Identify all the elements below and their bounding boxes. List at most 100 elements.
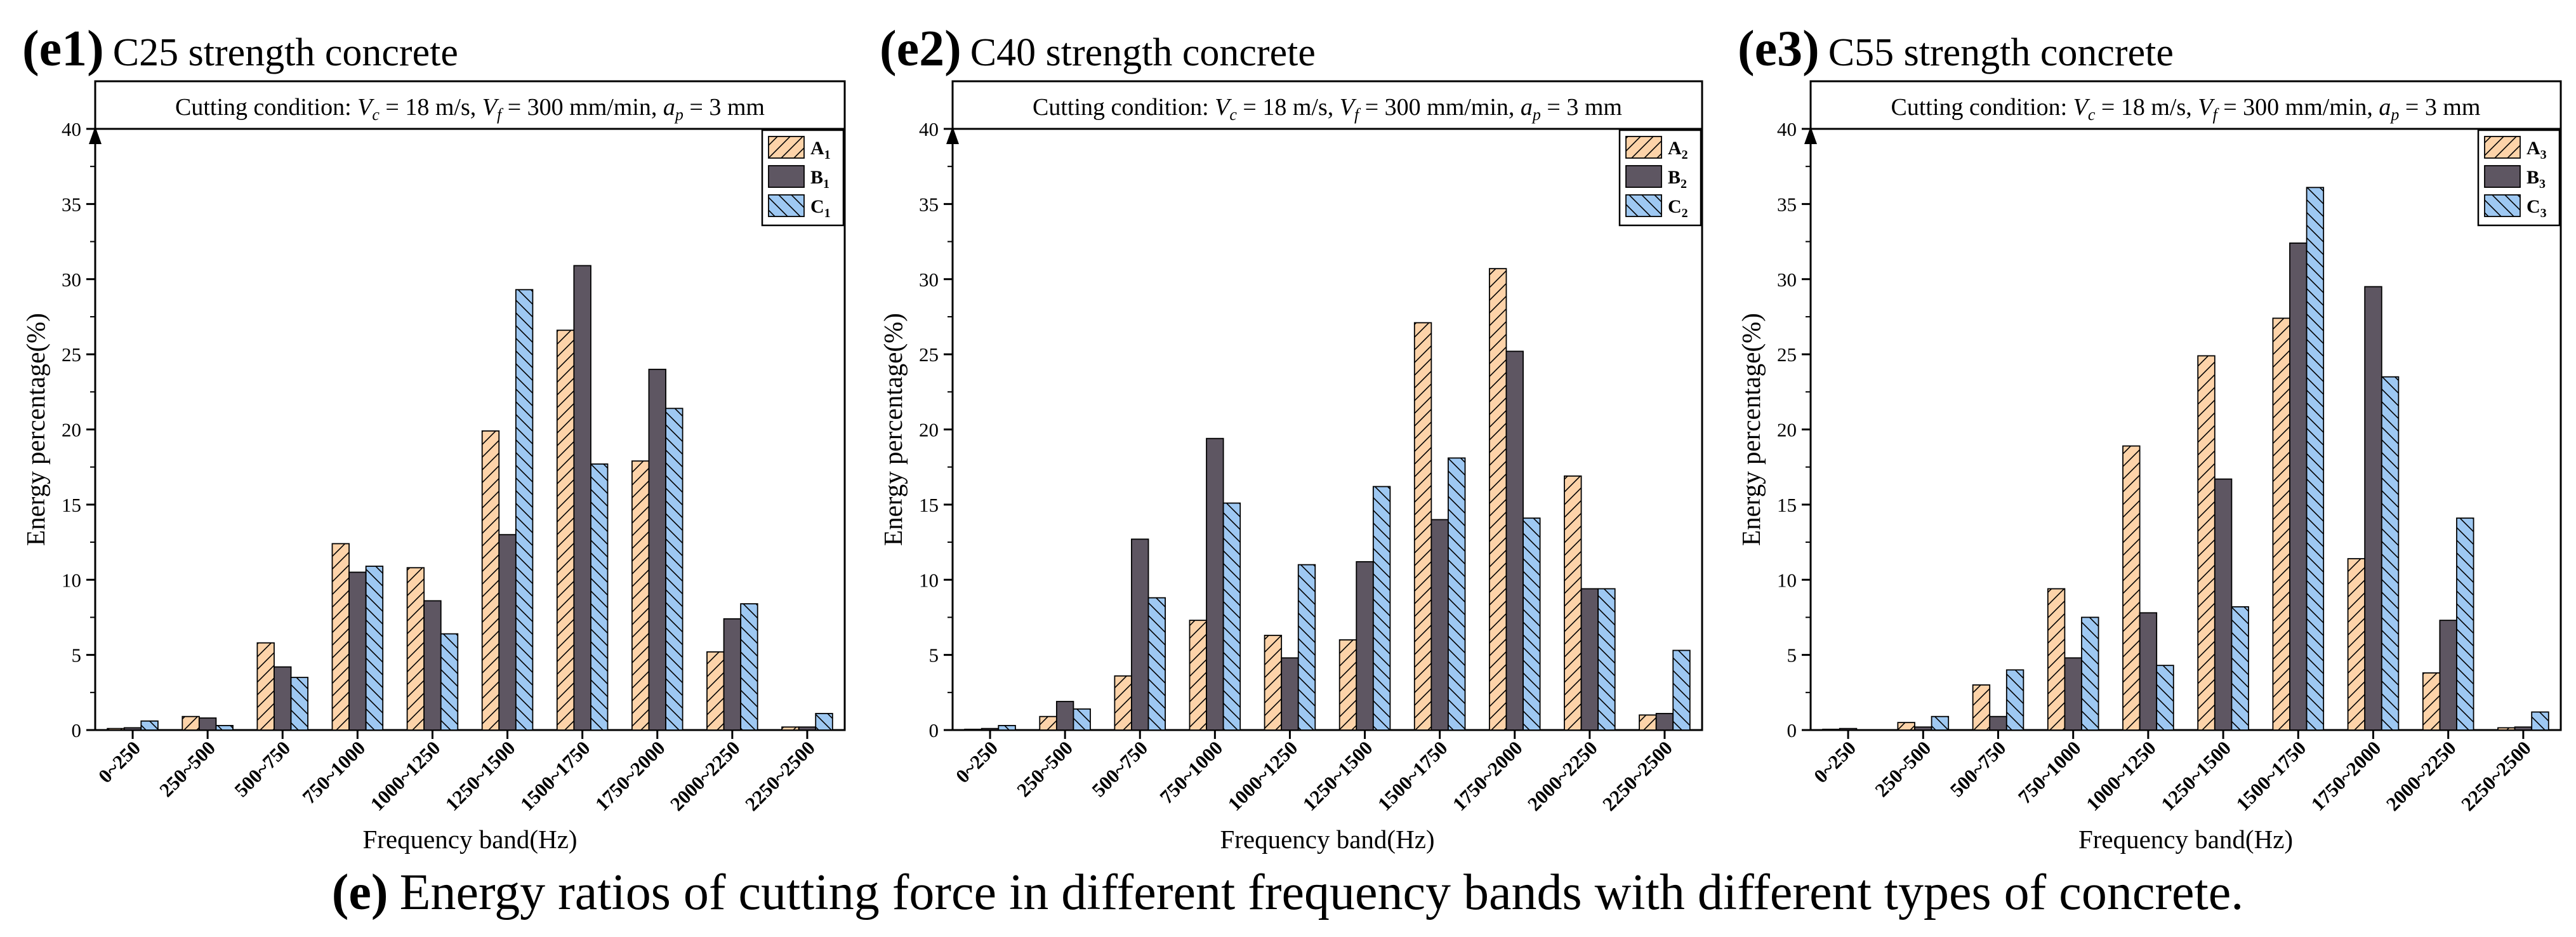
bar-b3-1250~1500 [2214,478,2233,731]
legend-swatch-c [768,194,805,217]
bar-b1-2250~2500 [798,726,817,731]
x-tick-label: 1250~1500 [1298,736,1377,815]
x-tick-label: 1250~1500 [441,736,520,815]
x-tick-label: 0~250 [951,736,1002,787]
bar-b2-1500~1750 [1430,519,1449,731]
y-tick-label: 40 [62,118,81,140]
bar-b1-500~750 [274,666,292,731]
bar-a1-2000~2250 [706,651,725,731]
legend-name: C [1668,196,1682,217]
y-tick-label: 0 [929,719,939,741]
y-tick-label: 5 [72,644,82,667]
bar-a2-2250~2500 [1639,714,1657,731]
legend-swatch-b [1625,165,1662,188]
condition-text: Cutting condition: Vc = 18 m/s, Vf = 300… [175,94,765,124]
condition-prefix: Cutting condition: [175,94,357,121]
bar-a2-2000~2250 [1564,475,1582,731]
panel-title: (e1) C25 strength concrete [22,21,458,77]
bar-c1-1500~1750 [590,463,609,731]
bar-a1-2250~2500 [781,726,800,731]
condition-prefix: Cutting condition: [1891,94,2073,121]
y-tick-label: 0 [72,719,82,741]
bar-b2-1250~1500 [1356,561,1374,731]
vf-value: = 300 mm/min, [1359,94,1521,121]
x-tick-label: 2000~2250 [666,736,744,815]
bar-a2-1250~1500 [1338,639,1357,731]
x-tick-label: 750~1000 [298,736,369,808]
legend-swatch-a [2484,136,2521,159]
bar-a1-1500~1750 [556,329,575,731]
legend-name: A [810,138,824,159]
vf-symbol: V [2198,94,2215,121]
y-axis-arrow [1804,126,1817,144]
x-tick-label: 1250~1500 [2157,736,2235,815]
legend-swatch-a [768,136,805,159]
y-axis-arrow [89,126,102,144]
legend-subscript: 1 [824,148,831,162]
bar-a1-1750~2000 [631,460,650,731]
legend-entry-b: B1 [810,167,829,191]
legend-name: B [2526,167,2539,188]
bar-c3-1250~1500 [2231,606,2249,731]
x-tick-label: 750~1000 [2014,736,2085,808]
x-tick-label: 1000~1250 [2082,736,2160,815]
bar-a3-750~1000 [2047,588,2066,731]
y-tick-label: 30 [62,269,81,291]
y-tick-label: 15 [919,494,939,516]
bar-b3-2000~2250 [2439,620,2457,731]
x-tick-label: 2250~2500 [741,736,819,815]
y-tick-label: 15 [62,494,81,516]
legend-entry-a: A3 [2526,138,2547,162]
vf-subscript: f [497,105,504,124]
bar-b2-1000~1250 [1281,657,1299,731]
ap-subscript: p [2389,105,2399,124]
bar-a3-2250~2500 [2497,727,2516,731]
vf-symbol: V [482,94,499,121]
bar-b3-750~1000 [2064,657,2082,731]
legend-name: A [2526,138,2540,159]
condition-prefix: Cutting condition: [1033,94,1215,121]
y-tick-label: 40 [919,118,939,140]
x-tick-label: 500~750 [1946,736,2011,801]
y-tick-label: 20 [1777,419,1797,441]
y-tick-label: 25 [1777,343,1797,366]
bar-b2-0~250 [981,728,1000,731]
bar-c1-750~1000 [365,566,384,731]
panel-title: (e2) C40 strength concrete [880,21,1316,77]
panel-title-text: C25 strength concrete [113,31,458,74]
x-tick-label: 1750~2000 [2307,736,2386,815]
bar-c2-250~500 [1073,708,1091,731]
vc-symbol: V [2073,94,2091,121]
legend-swatch-b [2484,165,2521,188]
bar-a3-1250~1500 [2197,355,2216,731]
ap-symbol: a [1521,94,1533,121]
bar-a3-0~250 [1822,728,1840,731]
y-axis-label: Energy percentage(%) [1736,313,1766,546]
legend-subscript: 1 [823,177,829,191]
bar-b3-1750~2000 [2364,286,2382,731]
bar-b3-1000~1250 [2139,612,2158,731]
x-axis-label: Frequency band(Hz) [2078,825,2293,854]
legend-subscript: 2 [1681,177,1687,191]
panel-letter: (e1) [22,21,104,77]
legend-name: C [810,196,824,217]
x-tick-label: 500~750 [230,736,294,801]
y-tick-label: 30 [1777,269,1797,291]
bar-c3-750~1000 [2081,616,2099,731]
bar-b3-500~750 [1989,715,2007,731]
bar-a1-250~500 [182,715,200,731]
vf-subscript: f [2212,105,2219,124]
panel-title-text: C40 strength concrete [970,31,1316,74]
ap-symbol: a [663,94,675,121]
legend-subscript: 3 [2540,148,2547,162]
bar-c2-1250~1500 [1372,486,1391,731]
bar-b1-1250~1500 [498,534,517,731]
bar-b1-1000~1250 [423,600,442,731]
y-tick-label: 10 [62,569,81,591]
y-tick-label: 25 [62,343,81,366]
bar-a3-500~750 [1972,684,1991,731]
bar-b1-250~500 [198,717,217,731]
x-tick-label: 1500~1750 [1373,736,1452,815]
